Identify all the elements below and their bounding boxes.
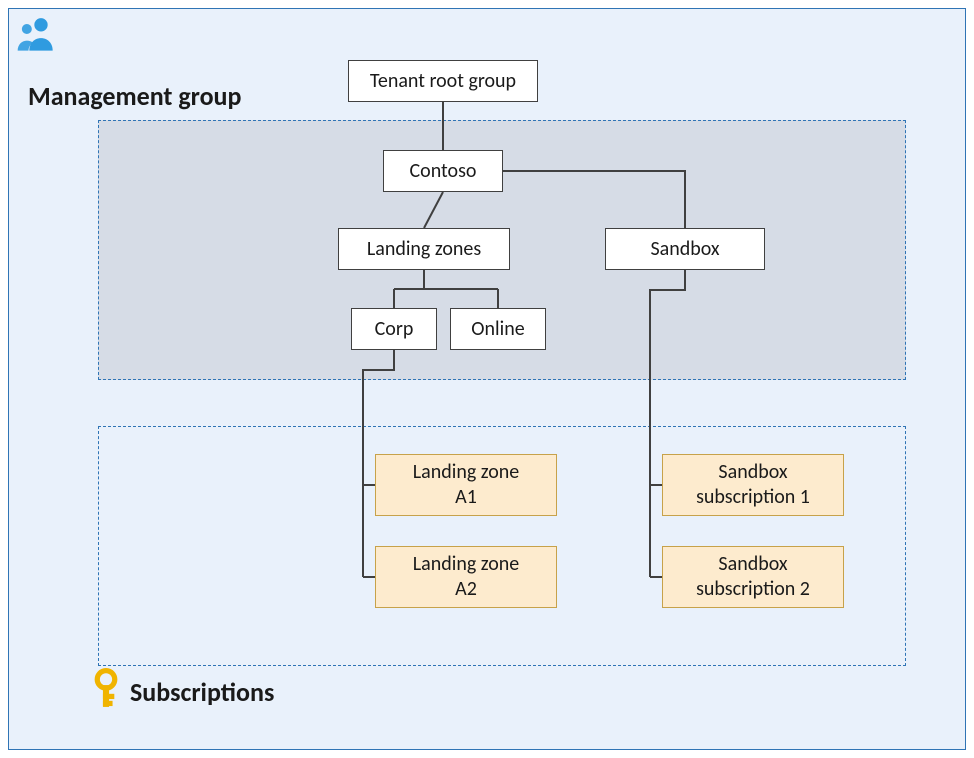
node-label: Landing zones xyxy=(367,237,481,262)
node-label: Online xyxy=(471,317,524,342)
diagram-canvas: Management group Subscriptions Tenant ro… xyxy=(0,0,974,758)
node-landing-zones: Landing zones xyxy=(338,228,510,270)
node-landing-zone-a1: Landing zoneA1 xyxy=(375,454,557,516)
node-online: Online xyxy=(450,308,546,350)
key-icon xyxy=(85,668,127,710)
node-label: Landing zoneA2 xyxy=(413,552,520,602)
node-tenant-root: Tenant root group xyxy=(348,60,538,102)
management-group-title: Management group xyxy=(28,80,241,112)
subscriptions-title: Subscriptions xyxy=(130,676,274,708)
node-sandbox-subscription-1: Sandboxsubscription 1 xyxy=(662,454,844,516)
node-label: Sandboxsubscription 2 xyxy=(696,552,810,602)
node-label: Sandbox xyxy=(650,237,719,262)
node-label: Contoso xyxy=(410,159,477,184)
node-sandbox-subscription-2: Sandboxsubscription 2 xyxy=(662,546,844,608)
node-contoso: Contoso xyxy=(383,150,503,192)
node-corp: Corp xyxy=(351,308,437,350)
node-label: Sandboxsubscription 1 xyxy=(696,460,810,510)
node-label: Landing zoneA1 xyxy=(413,460,520,510)
node-label: Tenant root group xyxy=(370,69,516,94)
node-sandbox: Sandbox xyxy=(605,228,765,270)
people-icon xyxy=(16,14,56,54)
node-landing-zone-a2: Landing zoneA2 xyxy=(375,546,557,608)
node-label: Corp xyxy=(375,317,414,342)
